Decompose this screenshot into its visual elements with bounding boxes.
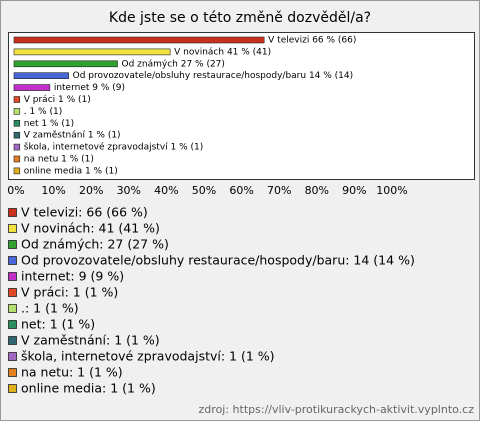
bar-label: Od provozovatele/obsluhy restaurace/hosp… bbox=[73, 71, 354, 81]
legend-label: V práci: 1 (1 %) bbox=[21, 285, 118, 300]
legend-label: V novinách: 41 (41 %) bbox=[21, 221, 160, 236]
bar bbox=[13, 96, 21, 103]
legend-label: online media: 1 (1 %) bbox=[21, 381, 156, 396]
bar-label: internet 9 % (9) bbox=[54, 83, 125, 93]
bar bbox=[13, 84, 51, 91]
bar-label: net 1 % (1) bbox=[24, 119, 74, 129]
source: zdroj: https://vliv-protikurackych-aktiv… bbox=[199, 403, 475, 416]
bar-label: . 1 % (1) bbox=[24, 107, 62, 117]
legend-label: Od provozovatele/obsluhy restaurace/hosp… bbox=[21, 253, 415, 268]
legend-swatch bbox=[8, 384, 17, 393]
legend-swatch bbox=[8, 288, 17, 297]
bar bbox=[13, 48, 171, 56]
legend-label: na netu: 1 (1 %) bbox=[21, 365, 123, 380]
x-tick-label: 20% bbox=[79, 184, 103, 197]
bar bbox=[13, 120, 21, 127]
x-tick-label: 100% bbox=[376, 184, 407, 197]
bar-label: V zaměstnání 1 % (1) bbox=[24, 131, 121, 141]
x-tick-label: 80% bbox=[305, 184, 329, 197]
bar-label: V televizi 66 % (66) bbox=[268, 36, 356, 46]
bar bbox=[13, 108, 21, 115]
bar-label: na netu 1 % (1) bbox=[24, 155, 94, 165]
legend-label: V zaměstnání: 1 (1 %) bbox=[21, 333, 160, 348]
x-tick-label: 60% bbox=[229, 184, 253, 197]
bar bbox=[13, 60, 118, 68]
legend-swatch bbox=[8, 240, 17, 249]
legend-swatch bbox=[8, 272, 17, 281]
legend-label: V televizi: 66 (66 %) bbox=[21, 205, 148, 220]
legend-swatch bbox=[8, 352, 17, 361]
legend-swatch bbox=[8, 336, 17, 345]
legend-label: internet: 9 (9 %) bbox=[21, 269, 124, 284]
x-tick-label: 0% bbox=[7, 184, 24, 197]
plot-area bbox=[8, 32, 475, 180]
bar bbox=[13, 155, 21, 163]
bar bbox=[13, 143, 21, 151]
legend-swatch bbox=[8, 256, 17, 265]
x-tick-label: 70% bbox=[267, 184, 291, 197]
bar bbox=[13, 72, 69, 79]
legend-swatch bbox=[8, 304, 17, 313]
bar-label: škola, internetové zpravodajství 1 % (1) bbox=[24, 142, 204, 153]
legend-swatch bbox=[8, 208, 17, 217]
bar bbox=[13, 131, 21, 139]
bar bbox=[13, 167, 21, 175]
legend-label: net: 1 (1 %) bbox=[21, 317, 95, 332]
bar bbox=[13, 36, 265, 44]
legend-swatch bbox=[8, 320, 17, 329]
legend-label: Od známých: 27 (27 %) bbox=[21, 237, 169, 252]
bar-label: online media 1 % (1) bbox=[24, 166, 118, 176]
x-tick-label: 90% bbox=[342, 184, 366, 197]
chart-title: Kde jste se o této změně dozvěděl/a? bbox=[109, 10, 371, 26]
x-tick-label: 30% bbox=[117, 184, 141, 197]
x-tick-label: 50% bbox=[192, 184, 216, 197]
bar-label: Od známých 27 % (27) bbox=[122, 59, 225, 69]
bar-label: V práci 1 % (1) bbox=[24, 95, 91, 105]
x-tick-label: 10% bbox=[41, 184, 65, 197]
legend-label: .: 1 (1 %) bbox=[21, 301, 79, 316]
legend-swatch bbox=[8, 368, 17, 377]
bar-label: V novinách 41 % (41) bbox=[174, 47, 271, 57]
x-tick-label: 40% bbox=[154, 184, 178, 197]
legend-swatch bbox=[8, 224, 17, 233]
legend-label: škola, internetové zpravodajství: 1 (1 %… bbox=[21, 349, 275, 364]
